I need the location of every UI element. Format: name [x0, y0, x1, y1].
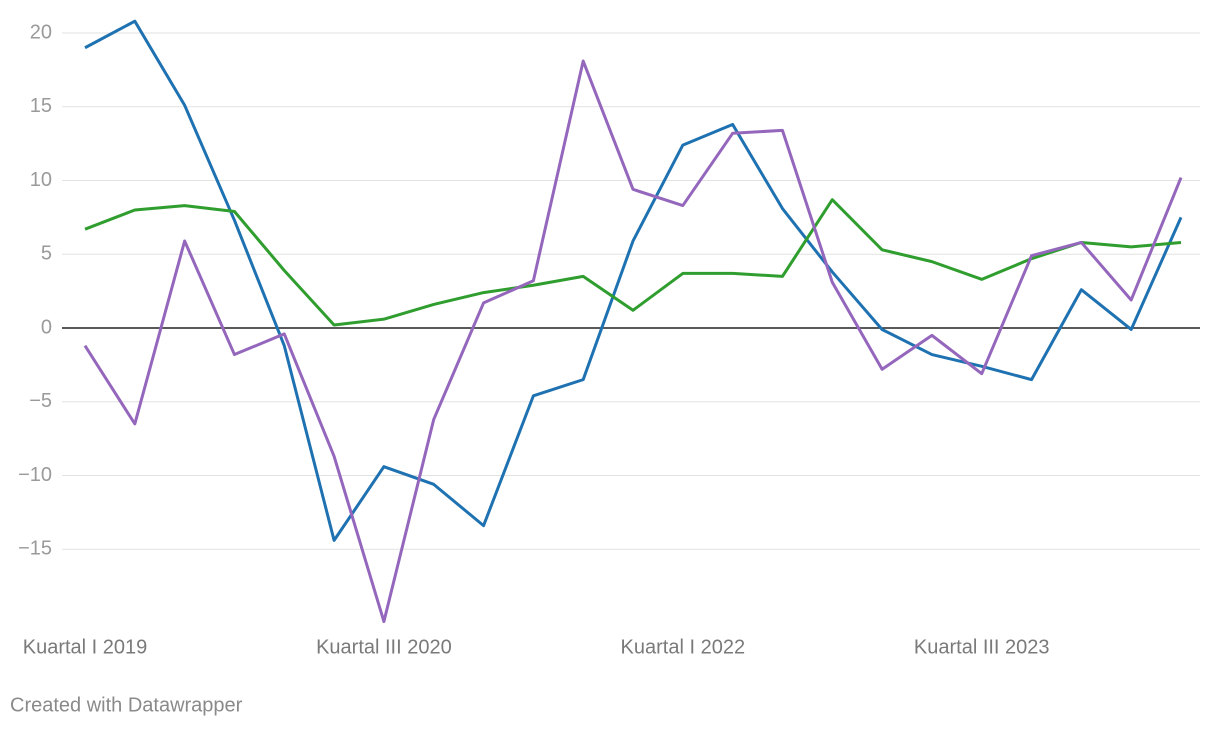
y-tick-label: −10: [18, 464, 52, 486]
credit: Created with Datawrapper: [10, 694, 243, 716]
y-tick-label: 20: [30, 21, 52, 43]
y-tick-label: 10: [30, 169, 52, 191]
series-line: [84, 19, 1183, 542]
x-tick-label: Kuartal I 2022: [621, 636, 746, 658]
series-line: [83, 59, 1183, 624]
series-line: [84, 198, 1182, 327]
y-tick-label: 15: [30, 95, 52, 117]
y-tick-label: 5: [41, 243, 52, 265]
y-tick-label: 0: [41, 316, 52, 338]
x-tick-label: Kuartal I 2019: [23, 636, 148, 658]
y-tick-label: −5: [29, 390, 52, 412]
y-tick-label: −15: [18, 538, 52, 560]
x-tick-label: Kuartal III 2023: [914, 636, 1050, 658]
x-tick-label: Kuartal III 2020: [316, 636, 452, 658]
